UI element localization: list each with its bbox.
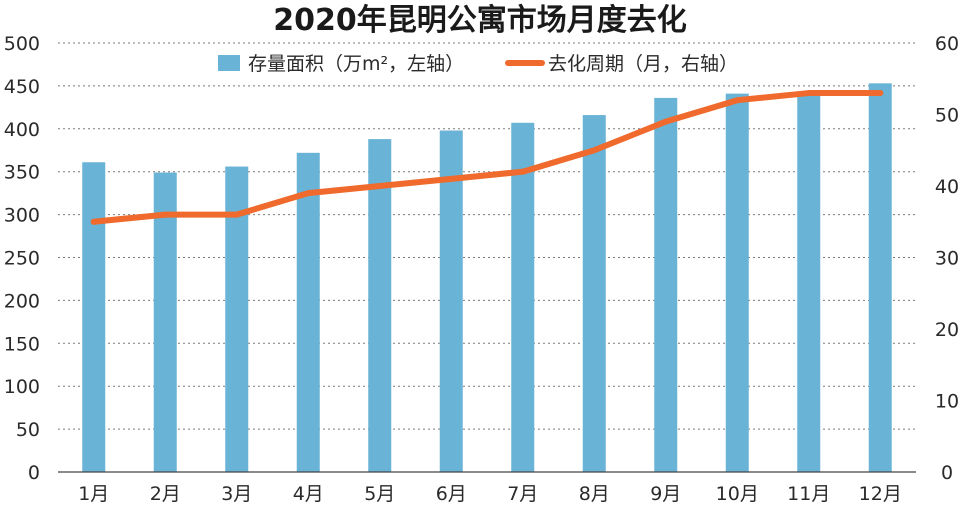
- line-point: [591, 147, 598, 154]
- line-layer: [90, 90, 884, 225]
- x-tick-label: 5月: [364, 483, 395, 505]
- line-point: [734, 97, 741, 104]
- line-point: [305, 190, 312, 197]
- x-tick-label: 6月: [436, 483, 467, 505]
- y-left-tick-label: 0: [28, 462, 40, 484]
- x-tick-label: 8月: [579, 483, 610, 505]
- line-point: [805, 90, 812, 97]
- bar: [225, 166, 249, 472]
- bar: [654, 97, 678, 473]
- bar: [368, 139, 392, 472]
- y-right-tick-label: 30: [935, 248, 959, 270]
- x-tick-label: 11月: [787, 483, 830, 505]
- x-tick-label: 3月: [221, 483, 252, 505]
- y-right-tick-label: 50: [935, 105, 959, 127]
- x-tick-label: 12月: [859, 483, 902, 505]
- line-point: [376, 183, 383, 189]
- bar: [296, 152, 320, 472]
- y-left-tick-label: 350: [4, 162, 40, 184]
- y-right-tick-label: 20: [935, 319, 959, 341]
- y-right-tick-label: 60: [935, 33, 959, 55]
- bar: [439, 130, 463, 473]
- legend-bar-swatch: [218, 55, 240, 71]
- legend-line-label: 去化周期（月，右轴）: [548, 53, 738, 75]
- y-left-tick-label: 250: [4, 248, 40, 270]
- bar: [153, 172, 177, 473]
- y-left-tick-label: 150: [4, 333, 40, 355]
- y-left-tick-label: 50: [16, 419, 40, 441]
- y-left-tick-label: 500: [4, 33, 40, 55]
- bar: [82, 162, 106, 472]
- y-right-tick-label: 10: [935, 391, 959, 413]
- y-left-tick-label: 200: [4, 290, 40, 312]
- line-point: [448, 175, 455, 182]
- chart-title: 2020年昆明公寓市场月度去化: [273, 3, 687, 38]
- y-left-tick-label: 100: [4, 376, 40, 398]
- line-series-path: [90, 90, 884, 225]
- x-tick-label: 4月: [293, 483, 324, 505]
- legend: 存量面积（万m²，左轴） 去化周期（月，右轴）: [218, 53, 738, 75]
- bar: [725, 93, 749, 472]
- axis-layer: 0 50 100 150 200 250 300 350 400 450 500 0 10 20 30 40 5…: [4, 33, 959, 505]
- x-tick-label: 9月: [650, 483, 681, 505]
- y-right-tick-label: 40: [935, 176, 959, 198]
- x-tick-label: 2月: [150, 483, 181, 505]
- line-point: [233, 211, 240, 218]
- line-point: [877, 90, 884, 97]
- line-point: [90, 218, 97, 225]
- legend-bar-label: 存量面积（万m²，左轴）: [248, 53, 464, 75]
- bar: [868, 83, 892, 473]
- line-point: [162, 211, 169, 218]
- y-left-tick-label: 400: [4, 119, 40, 141]
- bar: [582, 115, 606, 473]
- bars-layer: [82, 83, 892, 473]
- grid-layer: [58, 42, 916, 430]
- bar: [511, 122, 535, 472]
- x-tick-label: 10月: [716, 483, 759, 505]
- line-point: [662, 118, 669, 125]
- x-tick-label: 7月: [507, 483, 538, 505]
- y-left-tick-label: 300: [4, 205, 40, 227]
- y-left-tick-label: 450: [4, 76, 40, 98]
- x-tick-label: 1月: [78, 483, 109, 505]
- y-right-tick-label: 0: [941, 462, 953, 484]
- line-point: [519, 168, 526, 175]
- bar: [797, 91, 821, 472]
